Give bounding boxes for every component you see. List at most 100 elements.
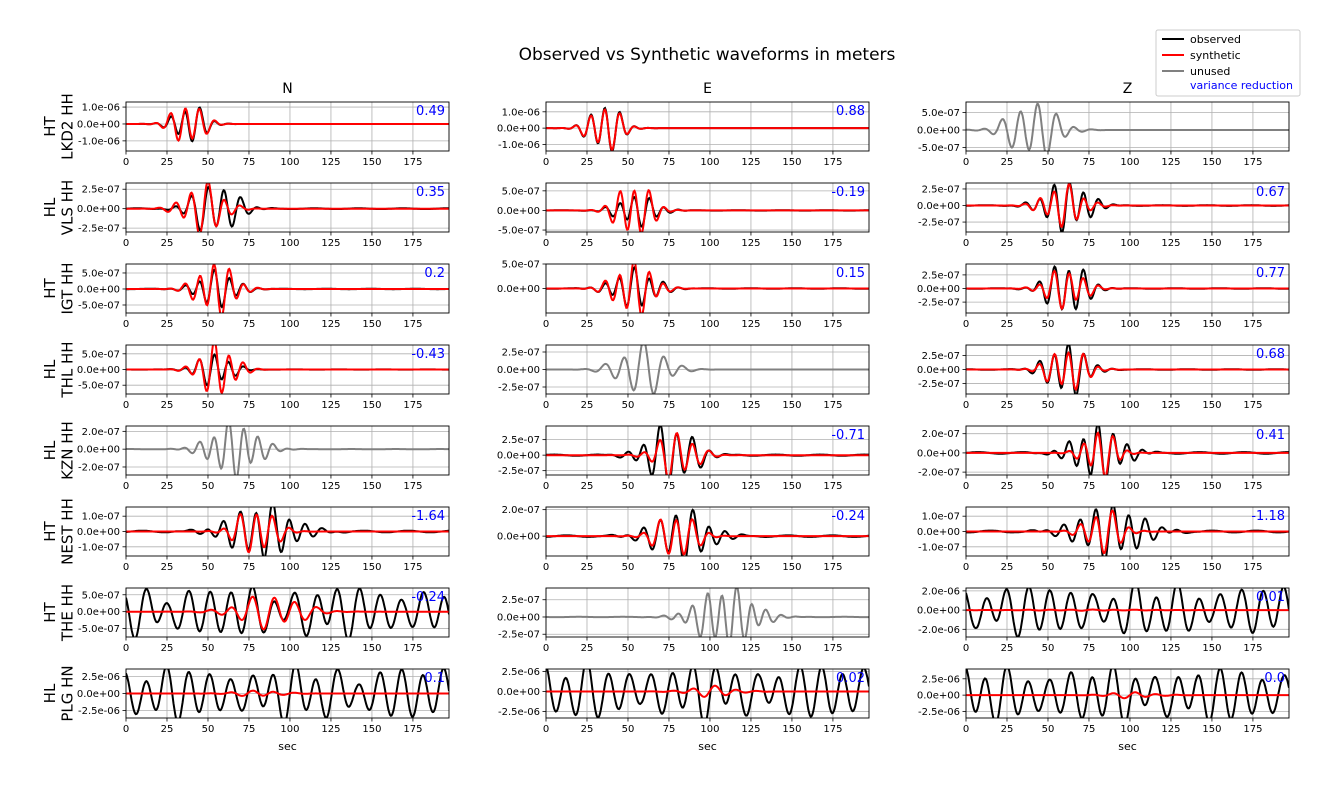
observed-trace bbox=[126, 588, 449, 637]
x-tick-label: 125 bbox=[1161, 643, 1180, 654]
axes-frame bbox=[965, 587, 1290, 638]
variance-reduction-value: 0.01 bbox=[1256, 590, 1285, 605]
x-tick-label: 125 bbox=[1161, 319, 1180, 330]
y-tick-label: 0.0e+00 bbox=[77, 365, 120, 376]
x-tick-label: 150 bbox=[782, 157, 801, 168]
variance-reduction-value: 0.67 bbox=[1256, 185, 1285, 200]
x-tick-label: 150 bbox=[362, 400, 381, 411]
variance-reduction-value: 0.2 bbox=[424, 266, 445, 281]
y-tick-label: 0.0e+00 bbox=[917, 284, 960, 295]
x-tick-label: 175 bbox=[1243, 238, 1262, 249]
x-tick-label: 75 bbox=[243, 643, 256, 654]
y-tick-label: -1.0e-07 bbox=[78, 542, 120, 553]
unused-trace bbox=[546, 588, 869, 637]
column-title-z: Z bbox=[1123, 81, 1133, 97]
y-tick-label: -2.5e-07 bbox=[918, 379, 960, 390]
variance-reduction-value: -1.64 bbox=[411, 509, 445, 524]
x-tick-label: 125 bbox=[741, 157, 760, 168]
synthetic-trace bbox=[966, 691, 1289, 700]
variance-reduction-value: 0.77 bbox=[1256, 266, 1285, 281]
x-tick-label: 100 bbox=[280, 643, 299, 654]
x-tick-label: 125 bbox=[321, 724, 340, 735]
y-tick-label: 2.5e-07 bbox=[82, 185, 120, 196]
x-tick-label: 25 bbox=[1001, 400, 1014, 411]
x-tick-label: 125 bbox=[1161, 562, 1180, 573]
axes-frame bbox=[125, 101, 450, 152]
panel-thl-hh-e: 0 25 50 75 100 125 150 175 2.5e-07 0.0e+00 -2.5e-0… bbox=[497, 344, 870, 411]
x-tick-label: 25 bbox=[581, 562, 594, 573]
variance-reduction-value: 0.1 bbox=[424, 671, 445, 686]
x-tick-label: 50 bbox=[622, 238, 635, 249]
x-tick-label: 150 bbox=[362, 238, 381, 249]
x-tick-label: 175 bbox=[1243, 724, 1262, 735]
synthetic-trace bbox=[546, 518, 869, 556]
x-tick-label: 50 bbox=[1042, 481, 1055, 492]
x-tick-label: 150 bbox=[362, 562, 381, 573]
panel-vls-hh-z: 0 25 50 75 100 125 150 175 2.5e-07 0.0e+00 -2.5e-0… bbox=[917, 182, 1290, 249]
x-tick-label: 50 bbox=[202, 400, 215, 411]
x-tick-label: 175 bbox=[823, 643, 842, 654]
panel-nest-hh-z: 0 25 50 75 100 125 150 175 1.0e-07 0.0e+00 -1.0e-0… bbox=[917, 506, 1290, 573]
panel-kzn-hh-e: 0 25 50 75 100 125 150 175 2.5e-07 0.0e+00 -2.5e-0… bbox=[497, 425, 870, 492]
x-tick-label: 175 bbox=[403, 319, 422, 330]
variance-reduction-value: 0.41 bbox=[1256, 428, 1285, 443]
variance-reduction-value: 0.02 bbox=[836, 671, 865, 686]
y-tick-label: 2.5e-06 bbox=[922, 674, 960, 685]
x-tick-label: 75 bbox=[663, 238, 676, 249]
axes-frame bbox=[545, 506, 870, 557]
x-tick-label: 50 bbox=[1042, 157, 1055, 168]
x-tick-label: 50 bbox=[1042, 643, 1055, 654]
y-tick-label: -2.0e-06 bbox=[918, 625, 960, 636]
x-tick-label: 125 bbox=[321, 157, 340, 168]
x-tick-label: 75 bbox=[663, 319, 676, 330]
panel-plg-hn-z: 0 25 50 75 100 125 150 175 2.5e-06 0.0e+00 -2.5e-0… bbox=[917, 668, 1290, 735]
x-axis-label: sec bbox=[698, 740, 717, 753]
x-tick-label: 50 bbox=[202, 238, 215, 249]
x-tick-label: 125 bbox=[321, 481, 340, 492]
y-tick-label: -5.0e-07 bbox=[78, 381, 120, 392]
x-tick-label: 75 bbox=[663, 724, 676, 735]
y-tick-label: 5.0e-07 bbox=[922, 108, 960, 119]
observed-trace bbox=[126, 507, 449, 556]
x-tick-label: 75 bbox=[1083, 481, 1096, 492]
x-tick-label: 25 bbox=[1001, 562, 1014, 573]
x-tick-label: 150 bbox=[1202, 157, 1221, 168]
x-tick-label: 75 bbox=[1083, 319, 1096, 330]
panel-igt-hh-z: 0 25 50 75 100 125 150 175 2.5e-07 0.0e+00 -2.5e-0… bbox=[917, 263, 1290, 330]
row-label-hl-vls-hh: HLVLS HH bbox=[41, 180, 76, 235]
observed-trace bbox=[546, 196, 869, 228]
x-tick-label: 0 bbox=[123, 481, 129, 492]
panel-nest-hh-n: 0 25 50 75 100 125 150 175 1.0e-07 0.0e+00 -1.0e-0… bbox=[77, 506, 450, 573]
y-tick-label: 0.0e+00 bbox=[497, 124, 540, 135]
synthetic-trace bbox=[126, 595, 449, 631]
x-tick-label: 0 bbox=[963, 724, 969, 735]
x-tick-label: 125 bbox=[741, 238, 760, 249]
y-tick-label: 0.0e+00 bbox=[917, 691, 960, 702]
x-tick-label: 150 bbox=[362, 724, 381, 735]
x-tick-label: 100 bbox=[280, 724, 299, 735]
y-tick-label: 2.5e-07 bbox=[502, 435, 540, 446]
x-tick-label: 150 bbox=[782, 481, 801, 492]
x-tick-label: 150 bbox=[782, 400, 801, 411]
x-tick-label: 25 bbox=[1001, 481, 1014, 492]
column-title-n: N bbox=[282, 81, 292, 97]
x-tick-label: 75 bbox=[243, 157, 256, 168]
y-tick-label: -2.5e-07 bbox=[498, 383, 540, 394]
x-tick-label: 150 bbox=[782, 238, 801, 249]
variance-reduction-value: -0.71 bbox=[831, 428, 865, 443]
x-tick-label: 50 bbox=[202, 562, 215, 573]
panel-thl-hh-n: 0 25 50 75 100 125 150 175 5.0e-07 0.0e+00 -5.0e-0… bbox=[77, 344, 450, 411]
x-tick-label: 125 bbox=[321, 643, 340, 654]
x-tick-label: 25 bbox=[581, 724, 594, 735]
axes-frame bbox=[125, 587, 450, 638]
y-tick-label: -1.0e-06 bbox=[498, 140, 540, 151]
x-tick-label: 25 bbox=[1001, 319, 1014, 330]
y-tick-label: 0.0e+00 bbox=[917, 448, 960, 459]
synthetic-trace bbox=[126, 345, 449, 394]
x-tick-label: 100 bbox=[1120, 157, 1139, 168]
row-label-ht-the-hh: HTTHE HH bbox=[41, 584, 76, 642]
x-tick-label: 125 bbox=[321, 562, 340, 573]
x-tick-label: 125 bbox=[741, 724, 760, 735]
observed-trace bbox=[966, 183, 1289, 232]
